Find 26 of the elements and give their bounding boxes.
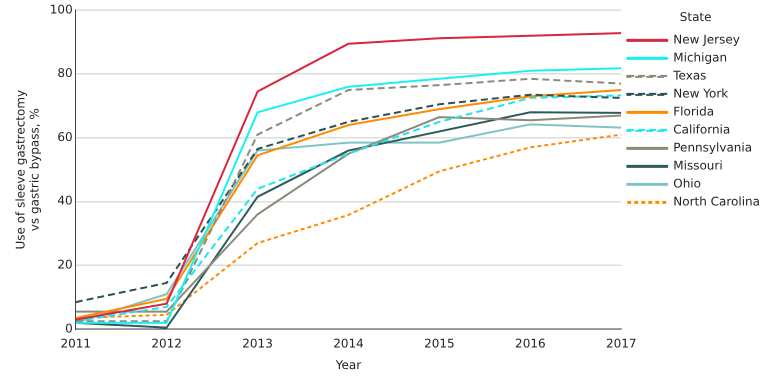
legend-label: Michigan [673,50,728,65]
legend-label: Pennsylvania [673,140,752,155]
legend-label: California [673,122,730,137]
legend-title: State [680,10,712,24]
legend-label: Ohio [673,176,701,191]
y-tick-label: 60 [57,130,73,144]
legend-label: Florida [673,104,714,119]
y-tick-label: 100 [50,2,73,16]
y-tick-label: 80 [57,66,73,80]
legend-label: Texas [672,68,706,83]
x-tick-label: 2015 [424,336,455,351]
x-tick-label: 2017 [606,336,637,351]
y-tick-label: 0 [65,321,73,336]
legend-label: Missouri [673,158,723,173]
y-tick-label: 20 [57,258,73,272]
x-tick-label: 2012 [151,336,182,351]
x-tick-label: 2016 [515,336,546,351]
legend-label: New Jersey [673,32,740,47]
y-axis-title: Use of sleeve gastrectomy vs gastric bypass, % [13,90,42,250]
legend-label: New York [673,86,728,101]
x-tick-label: 2013 [242,336,273,351]
legend-label: North Carolina [673,194,760,209]
x-tick-label: 2014 [333,336,364,351]
x-tick-label: 2011 [60,336,91,351]
y-tick-label: 40 [57,194,73,208]
x-axis-title: Year [334,358,362,372]
